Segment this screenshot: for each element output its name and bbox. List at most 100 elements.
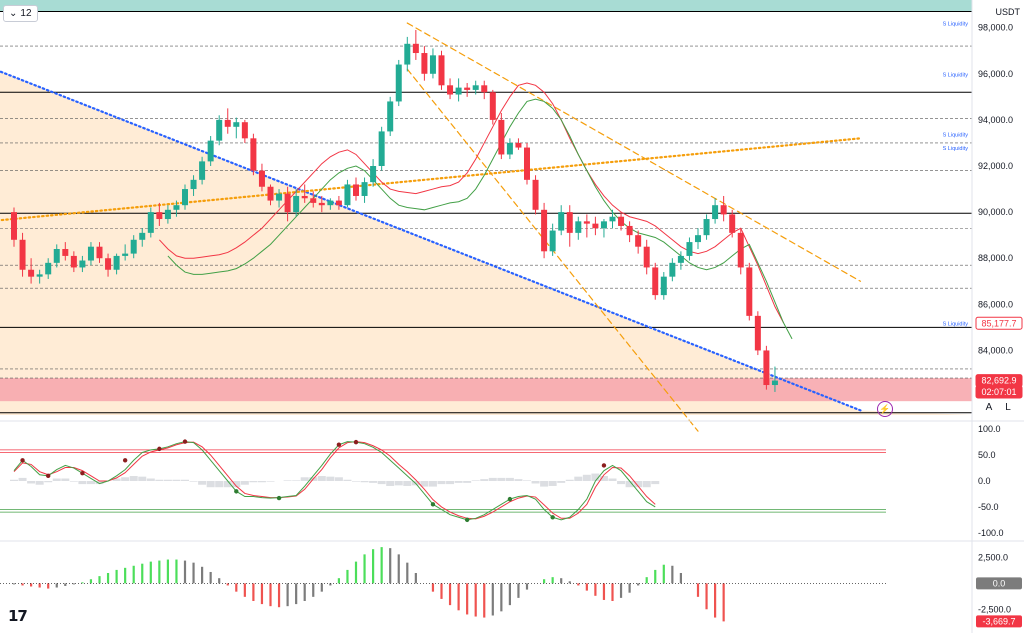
candle-body bbox=[549, 230, 556, 252]
candle-body bbox=[635, 235, 642, 247]
candle-body bbox=[618, 216, 625, 226]
candle-body bbox=[600, 221, 607, 229]
candle-body bbox=[36, 274, 43, 277]
osc-bar bbox=[266, 481, 275, 482]
price-tick-label: 98,000.0 bbox=[978, 23, 1013, 33]
osc-bar bbox=[61, 478, 70, 481]
osc-bar bbox=[625, 481, 634, 488]
osc-bar bbox=[634, 481, 643, 488]
macd-histogram-pane[interactable] bbox=[0, 547, 886, 622]
candle-body bbox=[669, 262, 676, 277]
candle-body bbox=[241, 122, 248, 139]
price-tick-label: 92,000.0 bbox=[978, 161, 1013, 171]
osc-bar bbox=[617, 481, 626, 485]
candle-body bbox=[79, 260, 86, 268]
osc-bar bbox=[591, 473, 600, 481]
candle-body bbox=[207, 140, 214, 162]
candle-body bbox=[173, 205, 180, 210]
osc-bar bbox=[27, 481, 36, 484]
candle-body bbox=[737, 232, 744, 268]
candle-body bbox=[532, 179, 539, 210]
candle-body bbox=[395, 64, 402, 102]
candle-body bbox=[216, 119, 223, 141]
candle-body bbox=[250, 138, 257, 171]
osc-bar bbox=[360, 481, 369, 483]
candle-body bbox=[28, 269, 35, 277]
falling-orange-upper-trendline bbox=[406, 22, 862, 282]
candle-body bbox=[318, 202, 325, 206]
osc-bar bbox=[514, 479, 523, 481]
osc-bar bbox=[121, 477, 130, 481]
osc-bar bbox=[471, 480, 480, 481]
osc-bar bbox=[599, 476, 608, 481]
price-tick-label: 90,000.0 bbox=[978, 207, 1013, 217]
auto-scale-button[interactable]: A bbox=[985, 402, 993, 413]
candle-body bbox=[190, 179, 197, 190]
liquidity-label: S Liquidity bbox=[943, 146, 969, 152]
osc-bar bbox=[582, 474, 591, 481]
candle-body bbox=[515, 142, 522, 148]
osc-bar bbox=[95, 481, 104, 485]
osc-marker bbox=[464, 517, 470, 523]
candle-body bbox=[429, 55, 436, 74]
candle-body bbox=[87, 246, 94, 261]
resistance-zone bbox=[0, 0, 972, 12]
osc-bar bbox=[129, 476, 138, 481]
osc-k-line bbox=[13, 441, 656, 521]
currency-label: USDT bbox=[995, 7, 1021, 17]
candle-body bbox=[70, 255, 77, 268]
osc-bar bbox=[155, 479, 164, 481]
osc-bar bbox=[403, 481, 412, 486]
osc-bar bbox=[172, 479, 181, 481]
price-tick-label: 94,000.0 bbox=[978, 115, 1013, 125]
candle-body bbox=[558, 212, 565, 231]
osc-bar bbox=[10, 479, 18, 481]
hist-tick-label: -2,500.0 bbox=[978, 604, 1011, 614]
osc-bar bbox=[78, 481, 87, 485]
osc-bar bbox=[18, 477, 27, 481]
price-badge-label: 02:07:01 bbox=[981, 387, 1016, 397]
candle-body bbox=[53, 249, 60, 263]
candle-body bbox=[276, 193, 283, 201]
candle-body bbox=[301, 195, 308, 199]
tradingview-logo[interactable]: 17 bbox=[8, 607, 28, 625]
candle-body bbox=[626, 225, 633, 236]
liquidity-label: S Liquidity bbox=[943, 132, 969, 138]
osc-bar bbox=[446, 481, 455, 485]
hist-badge-label: 0.0 bbox=[993, 578, 1006, 588]
osc-marker bbox=[336, 442, 342, 447]
osc-marker bbox=[276, 495, 282, 501]
log-scale-button[interactable]: L bbox=[1005, 402, 1011, 413]
candle-body bbox=[652, 267, 659, 296]
stochastic-rsi-pane[interactable] bbox=[0, 439, 886, 523]
candle-body bbox=[506, 142, 513, 155]
candle-body bbox=[404, 43, 411, 65]
osc-tick-label: 100.0 bbox=[978, 424, 1001, 434]
osc-bar bbox=[540, 481, 549, 487]
price-pane[interactable]: S Liquidity S Liquidity S Liquidity S Liqui… bbox=[0, 0, 972, 432]
candle-body bbox=[566, 212, 573, 233]
osc-bar bbox=[497, 477, 506, 481]
candle-body bbox=[11, 212, 17, 240]
osc-bar bbox=[223, 481, 232, 488]
candle-body bbox=[62, 249, 69, 256]
osc-bar bbox=[317, 476, 326, 481]
osc-bar bbox=[428, 481, 437, 487]
lightning-icon[interactable]: ⚡ bbox=[877, 401, 893, 417]
hist-badge-label: -3,669.7 bbox=[982, 616, 1015, 626]
osc-bar bbox=[557, 481, 566, 483]
candle-body bbox=[147, 212, 154, 233]
candle-body bbox=[344, 184, 351, 206]
candle-body bbox=[660, 276, 667, 296]
candle-body bbox=[96, 246, 103, 259]
candle-body bbox=[19, 239, 26, 270]
osc-bar bbox=[480, 479, 489, 481]
candle-body bbox=[387, 101, 394, 132]
osc-bar bbox=[454, 481, 463, 483]
osc-bar bbox=[608, 478, 617, 481]
osc-bar bbox=[334, 477, 343, 481]
osc-bar bbox=[505, 477, 514, 481]
interval-button[interactable]: ⌄ 12 bbox=[3, 5, 38, 22]
